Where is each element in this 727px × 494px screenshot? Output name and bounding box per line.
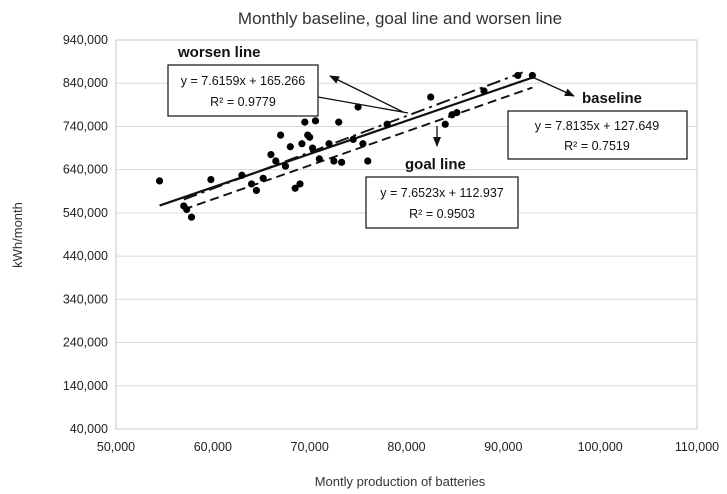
data-point (267, 150, 275, 159)
chart-title: Monthly baseline, goal line and worsen l… (238, 9, 562, 28)
data-point (286, 143, 294, 151)
data-point (247, 180, 256, 188)
data-point (259, 174, 267, 182)
x-tick-label: 80,000 (387, 440, 425, 454)
data-point (359, 140, 367, 148)
data-point (514, 71, 522, 80)
data-points (155, 71, 536, 221)
data-point (291, 184, 299, 192)
data-point (441, 120, 449, 128)
plot-frame (115, 39, 698, 430)
data-point (272, 157, 280, 165)
baseline-arrow (529, 75, 575, 97)
data-point (183, 205, 191, 214)
y-axis-title: kWh/month (10, 202, 25, 268)
data-point (383, 120, 391, 128)
baseline-equation: y = 7.8135x + 127.649 (535, 119, 659, 133)
data-point (335, 118, 343, 126)
data-point (296, 180, 304, 188)
x-tick-label: 90,000 (484, 440, 522, 454)
baseline-label: baseline (582, 90, 642, 107)
worsen-line-label: worsen line (177, 44, 261, 61)
data-point (330, 157, 338, 165)
x-tick-label: 60,000 (194, 440, 232, 454)
y-tick-label: 540,000 (63, 206, 108, 220)
y-tick-label: 40,000 (70, 422, 108, 436)
annotation-arrows (317, 75, 575, 147)
data-point (281, 162, 290, 170)
y-axis-ticks: 40,000 140,000 240,000 340,000 440,000 540,00… (63, 33, 108, 436)
y-tick-label: 940,000 (63, 33, 108, 47)
goal-line-equation: y = 7.6523x + 112.937 (380, 186, 504, 200)
data-point (427, 93, 435, 101)
x-axis-ticks: 50,000 60,000 70,000 80,000 90,000 100,000 110… (97, 440, 719, 454)
worsen-line-equation-box (167, 64, 319, 117)
data-point (277, 131, 285, 139)
data-point (252, 186, 261, 195)
data-point (306, 133, 314, 141)
y-tick-label: 340,000 (63, 292, 108, 306)
baseline-r2: R² = 0.7519 (564, 139, 630, 153)
y-tick-label: 640,000 (63, 163, 108, 177)
data-point (349, 135, 357, 144)
data-point (238, 171, 246, 179)
data-point (301, 118, 309, 126)
worsen-line-pointer (317, 96, 409, 114)
data-point (155, 177, 164, 185)
worsen-line-equation: y = 7.6159x + 165.266 (181, 74, 305, 88)
x-axis-title: Montly production of batteries (315, 474, 486, 489)
y-tick-label: 440,000 (63, 249, 108, 263)
baseline-trendline (159, 76, 533, 207)
data-point (187, 213, 196, 221)
data-point (480, 87, 488, 95)
y-tick-label: 740,000 (63, 119, 108, 133)
data-point (364, 157, 372, 165)
y-tick-label: 240,000 (63, 336, 108, 350)
data-point (207, 176, 215, 184)
worsen-line-r2: R² = 0.9779 (210, 95, 276, 109)
data-point (308, 144, 317, 152)
goal-line-equation-box (365, 176, 519, 229)
data-point (311, 117, 320, 125)
data-point (315, 155, 323, 163)
x-tick-label: 70,000 (291, 440, 329, 454)
worsen-line-arrow (329, 75, 404, 113)
data-point (325, 140, 333, 148)
goal-line-trendline (183, 86, 533, 211)
x-tick-label: 50,000 (97, 440, 135, 454)
data-point (298, 140, 306, 148)
goal-line-r2: R² = 0.9503 (409, 207, 475, 221)
baseline-equation-box (507, 110, 688, 160)
y-tick-label: 140,000 (63, 379, 108, 393)
data-point (338, 158, 346, 166)
goal-line-label: goal line (405, 156, 466, 173)
data-point (354, 103, 362, 111)
y-tick-label: 840,000 (63, 76, 108, 90)
x-tick-label: 100,000 (578, 440, 623, 454)
x-tick-label: 110,000 (675, 440, 719, 454)
data-point (453, 109, 461, 117)
